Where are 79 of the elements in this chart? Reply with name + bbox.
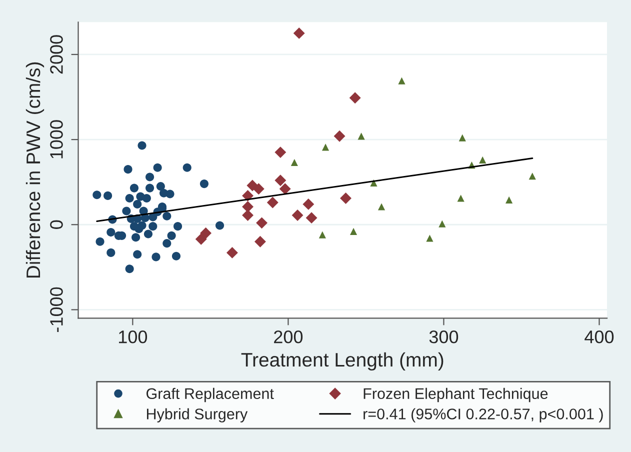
point	[153, 163, 162, 172]
y-tick-label: 1000	[50, 120, 63, 158]
point	[138, 141, 146, 150]
point	[130, 184, 139, 192]
point	[350, 228, 358, 235]
point	[274, 174, 286, 186]
point	[200, 227, 212, 239]
point	[292, 210, 304, 221]
point	[106, 228, 116, 237]
point	[124, 165, 132, 174]
point	[122, 206, 131, 216]
point	[106, 248, 116, 257]
x-tick-label: 400	[584, 330, 614, 344]
point	[266, 196, 278, 208]
point	[252, 183, 264, 195]
point	[458, 134, 466, 142]
point	[528, 172, 536, 180]
point	[146, 184, 154, 192]
point	[293, 27, 305, 39]
point	[166, 190, 174, 198]
point	[152, 252, 160, 262]
y-tick-label: 2000	[50, 35, 63, 74]
point	[200, 180, 208, 188]
point	[226, 246, 238, 258]
point	[279, 183, 291, 195]
point	[438, 220, 446, 228]
point	[144, 230, 153, 238]
point	[174, 222, 182, 231]
point	[426, 234, 434, 242]
point	[92, 190, 102, 200]
point	[162, 239, 172, 248]
y-tick-label: 0	[50, 220, 63, 229]
point	[242, 210, 254, 221]
y-tick-label: -1000	[50, 287, 63, 332]
point	[479, 156, 486, 164]
legend-label: r=0.41 (95%CI 0.22-0.57, p<0.001 )	[364, 408, 603, 422]
point	[195, 233, 207, 245]
point	[457, 194, 464, 202]
point	[254, 236, 266, 248]
point	[334, 130, 346, 142]
point	[318, 231, 326, 238]
point	[142, 194, 151, 203]
point	[146, 172, 154, 182]
point	[358, 132, 365, 140]
y-axis-title: Difference in PWV (cm/s)	[26, 62, 44, 278]
point	[182, 163, 192, 172]
point	[215, 221, 224, 230]
point	[378, 203, 386, 210]
point	[256, 217, 268, 229]
point	[398, 77, 406, 84]
point	[148, 222, 158, 231]
point	[290, 158, 298, 166]
point	[156, 182, 165, 191]
point	[306, 212, 318, 224]
x-tick-label: 200	[274, 330, 303, 344]
point	[125, 264, 134, 274]
point	[104, 191, 112, 200]
point	[133, 200, 142, 208]
point	[96, 237, 104, 246]
point	[242, 190, 254, 202]
point	[242, 201, 254, 212]
point	[167, 231, 176, 240]
point	[506, 196, 513, 204]
point	[349, 92, 361, 104]
x-tick-label: 300	[429, 330, 458, 344]
point	[322, 144, 330, 151]
point	[162, 212, 172, 220]
point	[133, 250, 142, 259]
legend-label: Hybrid Surgery	[146, 408, 248, 422]
point	[274, 146, 286, 158]
x-tick-label: 100	[118, 330, 148, 344]
point	[125, 194, 134, 203]
point	[340, 192, 352, 204]
legend-label: Frozen Elephant Technique	[364, 388, 548, 402]
point	[172, 252, 181, 260]
x-axis-title: Treatment Length (mm)	[241, 352, 444, 371]
point	[132, 233, 140, 242]
legend-label: Graft Replacement	[146, 388, 274, 402]
point	[302, 198, 314, 210]
